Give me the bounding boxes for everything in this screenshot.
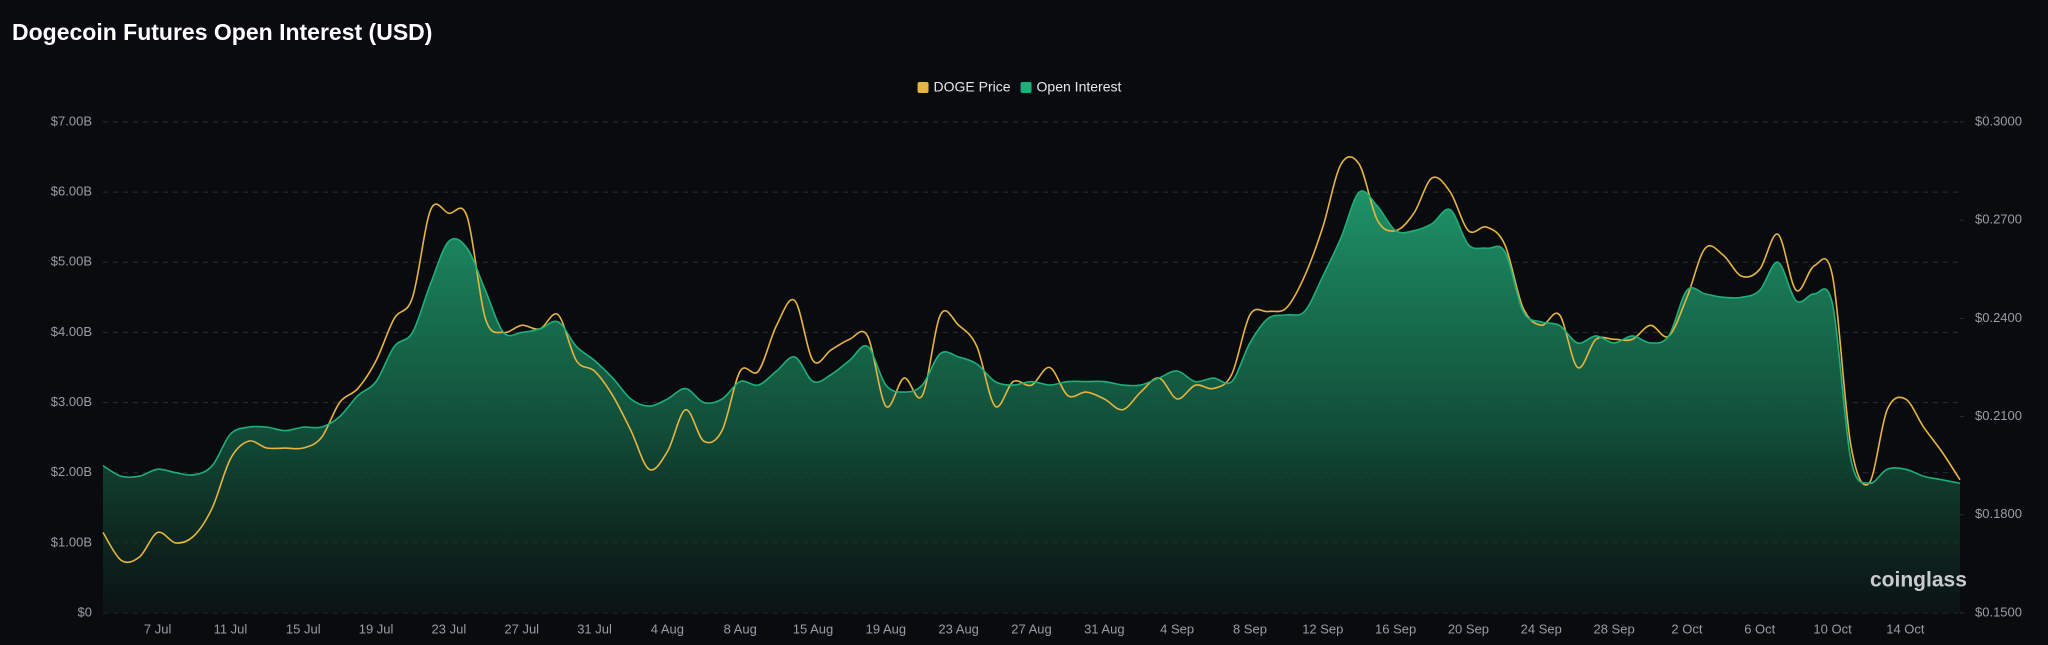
x-tick-label: 19 Jul: [359, 621, 394, 636]
x-tick-label: 15 Jul: [286, 621, 321, 636]
x-tick-label: 19 Aug: [866, 621, 907, 636]
plot-area: $0 $1.00B $2.00B $3.00B $4.00B $5.00B $6.00B $7…: [51, 113, 2022, 636]
y-tick-label: $7.00B: [51, 113, 92, 128]
x-tick-label: 12 Sep: [1302, 621, 1343, 636]
y-tick-label: $3.00B: [51, 394, 92, 409]
y-tick-label: $0: [78, 604, 92, 619]
x-tick-label: 10 Oct: [1813, 621, 1852, 636]
y-tick-label: $5.00B: [51, 254, 92, 269]
x-tick-label: 15 Aug: [793, 621, 834, 636]
legend-label: DOGE Price: [934, 79, 1011, 95]
y-tick-label: $6.00B: [51, 184, 92, 199]
y2-tick-label: $0.2400: [1975, 310, 2022, 325]
line: [102, 190, 1961, 485]
x-tick-label: 28 Sep: [1593, 621, 1634, 636]
y-tick-label: $4.00B: [51, 324, 92, 339]
x-tick-label: 31 Jul: [577, 621, 612, 636]
area-fill: [103, 190, 1960, 613]
x-tick-label: 23 Aug: [938, 621, 979, 636]
x-tick-label: 8 Sep: [1233, 621, 1267, 636]
y2-tick-label: $0.1800: [1975, 506, 2022, 521]
y-tick-label: $1.00B: [51, 534, 92, 549]
y-tick-label: $2.00B: [51, 464, 92, 479]
y2-tick-label: $0.2700: [1975, 212, 2022, 227]
x-tick-label: 2 Oct: [1671, 621, 1702, 636]
watermark: coinglass: [1870, 569, 1967, 592]
legend-swatch: [917, 82, 929, 93]
x-tick-label: 8 Aug: [724, 621, 757, 636]
x-tick-label: 23 Jul: [432, 621, 467, 636]
x-tick-label: 27 Jul: [504, 621, 539, 636]
legend-swatch: [1020, 82, 1032, 93]
x-tick-label: 16 Sep: [1375, 621, 1416, 636]
y2-tick-label: $0.2100: [1975, 408, 2022, 423]
line: [102, 156, 1961, 564]
x-tick-label: 14 Oct: [1886, 621, 1925, 636]
x-tick-label: 27 Aug: [1011, 621, 1052, 636]
y2-tick-label: $0.1500: [1975, 604, 2022, 619]
x-tick-label: 20 Sep: [1448, 621, 1489, 636]
x-tick-label: 4 Sep: [1160, 621, 1194, 636]
x-tick-label: 6 Oct: [1744, 621, 1775, 636]
x-tick-label: 11 Jul: [214, 621, 248, 636]
chart-title: Dogecoin Futures Open Interest (USD): [12, 19, 432, 45]
x-tick-label: 7 Jul: [144, 621, 172, 636]
y2-tick-label: $0.3000: [1975, 113, 2022, 128]
x-tick-label: 24 Sep: [1521, 621, 1562, 636]
x-tick-label: 31 Aug: [1084, 621, 1125, 636]
legend-label: Open Interest: [1037, 79, 1122, 95]
x-tick-label: 4 Aug: [651, 621, 684, 636]
